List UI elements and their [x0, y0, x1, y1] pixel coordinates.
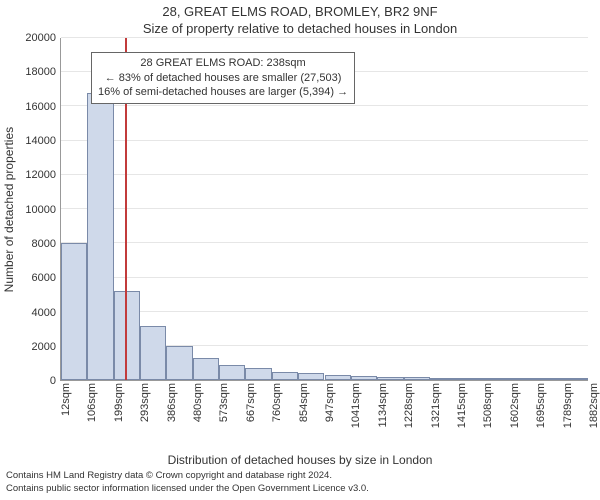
x-tick: 1695sqm — [535, 383, 547, 428]
x-tick: 1415sqm — [456, 383, 468, 428]
x-tick: 1321sqm — [430, 383, 442, 428]
footer: Contains HM Land Registry data © Crown c… — [0, 467, 600, 500]
x-tick: 293sqm — [139, 383, 151, 422]
x-axis-label: Distribution of detached houses by size … — [0, 453, 600, 467]
histogram-bar — [87, 93, 113, 381]
x-tick: 12sqm — [60, 383, 72, 416]
plot-area: 28 GREAT ELMS ROAD: 238sqm ← 83% of deta… — [60, 38, 588, 381]
histogram-bar — [272, 372, 298, 381]
histogram-bar — [166, 346, 192, 380]
x-tick: 667sqm — [245, 383, 257, 422]
grid-line — [61, 208, 588, 209]
y-tick: 16000 — [25, 101, 56, 113]
y-tick: 10000 — [25, 204, 56, 216]
x-tick: 947sqm — [324, 383, 336, 422]
x-tick: 1789sqm — [562, 383, 574, 428]
y-tick: 8000 — [32, 238, 56, 250]
histogram-bar — [509, 378, 535, 380]
histogram-bar — [535, 378, 561, 380]
y-tick: 2000 — [32, 341, 56, 353]
histogram-bar — [245, 368, 271, 380]
histogram-bar — [404, 377, 430, 380]
x-tick: 1041sqm — [350, 383, 362, 428]
annotation-line-2: ← 83% of detached houses are smaller (27… — [98, 71, 348, 86]
histogram-bar — [562, 378, 588, 380]
chart-container: 28, GREAT ELMS ROAD, BROMLEY, BR2 9NF Si… — [0, 0, 600, 500]
histogram-bar — [298, 373, 324, 380]
histogram-bar — [219, 365, 245, 380]
x-axis-wrap: 12sqm 106sqm 199sqm 293sqm 386sqm 480sqm 573sq… — [0, 381, 600, 451]
x-tick: 199sqm — [113, 383, 125, 422]
footer-line-1: Contains HM Land Registry data © Crown c… — [6, 470, 594, 482]
histogram-bar — [377, 377, 403, 380]
y-tick: 0 — [50, 375, 56, 387]
histogram-bar — [61, 243, 87, 380]
x-axis: 12sqm 106sqm 199sqm 293sqm 386sqm 480sqm 573sq… — [60, 381, 588, 451]
x-tick: 1882sqm — [588, 383, 600, 428]
histogram-bar — [193, 358, 219, 380]
x-tick: 1508sqm — [482, 383, 494, 428]
histogram-bar — [456, 378, 482, 380]
histogram-bar — [140, 326, 166, 381]
x-tick: 573sqm — [218, 383, 230, 422]
y-tick: 20000 — [25, 32, 56, 44]
grid-line — [61, 277, 588, 278]
grid-line — [61, 242, 588, 243]
x-tick: 106sqm — [86, 383, 98, 422]
y-tick: 4000 — [32, 307, 56, 319]
x-tick: 1602sqm — [509, 383, 521, 428]
x-tick: 386sqm — [166, 383, 178, 422]
y-tick: 6000 — [32, 272, 56, 284]
grid-line — [61, 311, 588, 312]
x-tick: 760sqm — [271, 383, 283, 422]
chart-title: 28, GREAT ELMS ROAD, BROMLEY, BR2 9NF — [0, 4, 600, 19]
annotation-line-3: 16% of semi-detached houses are larger (… — [98, 85, 348, 100]
histogram-bar — [351, 376, 377, 380]
grid-line — [61, 37, 588, 38]
y-tick: 18000 — [25, 66, 56, 78]
y-axis: 0200040006000800010000120001400016000180… — [18, 38, 60, 381]
footer-line-2: Contains public sector information licen… — [6, 483, 594, 495]
y-tick: 14000 — [25, 135, 56, 147]
chart-subtitle: Size of property relative to detached ho… — [0, 21, 600, 36]
x-tick: 854sqm — [298, 383, 310, 422]
annotation-box: 28 GREAT ELMS ROAD: 238sqm ← 83% of deta… — [91, 52, 355, 105]
histogram-bar — [483, 378, 509, 380]
histogram-bar — [114, 291, 140, 380]
x-tick: 480sqm — [192, 383, 204, 422]
x-tick: 1228sqm — [403, 383, 415, 428]
y-tick: 12000 — [25, 169, 56, 181]
histogram-bar — [430, 378, 456, 381]
plot-wrap: Number of detached properties 0200040006… — [0, 38, 600, 381]
y-axis-label: Number of detached properties — [0, 38, 18, 381]
grid-line — [61, 105, 588, 106]
grid-line — [61, 174, 588, 175]
x-tick: 1134sqm — [377, 383, 389, 427]
annotation-line-1: 28 GREAT ELMS ROAD: 238sqm — [98, 56, 348, 71]
grid-line — [61, 140, 588, 141]
histogram-bar — [325, 375, 351, 380]
